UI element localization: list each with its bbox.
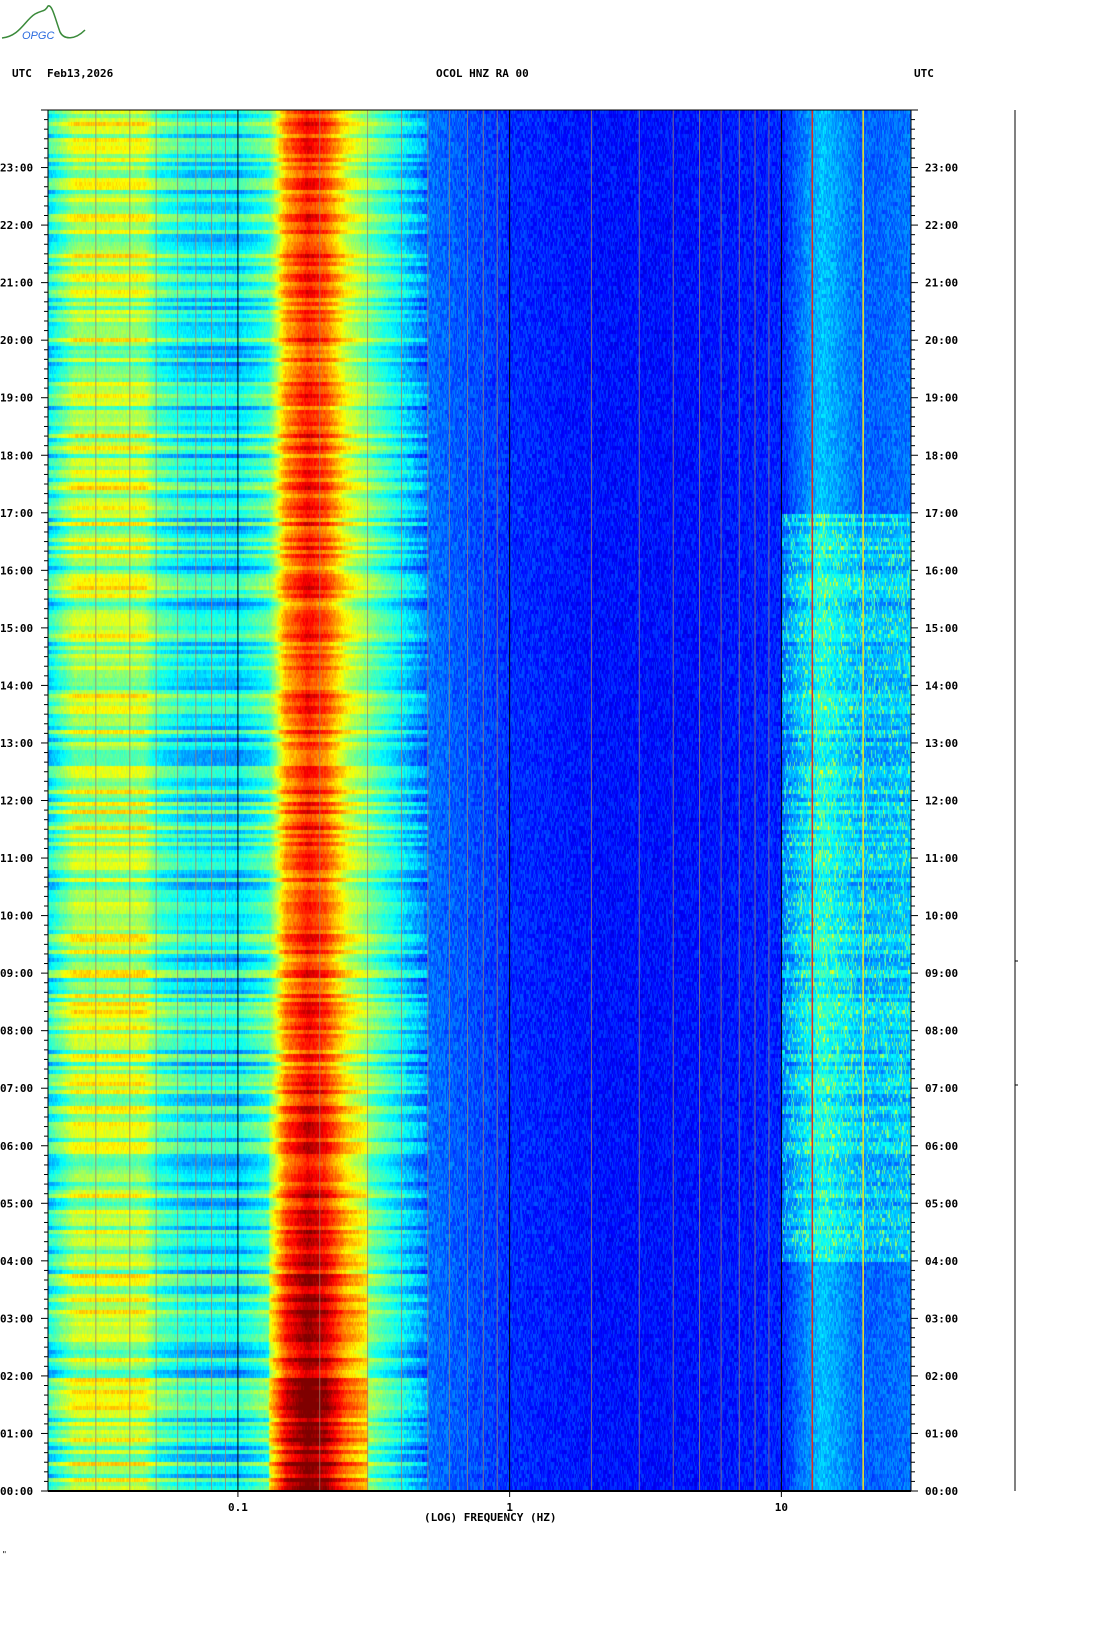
y-tick-label-right: 20:00 [925,334,958,347]
y-tick-label-right: 09:00 [925,967,958,980]
y-tick-label-right: 17:00 [925,507,958,520]
y-tick-label-left: 10:00 [0,910,33,923]
x-tick-label: 10 [775,1501,788,1514]
y-tick-label-right: 00:00 [925,1485,958,1498]
y-tick-label-left: 13:00 [0,737,33,750]
x-tick-label: 0.1 [228,1501,248,1514]
spectrogram-heatmap [48,110,911,1491]
y-tick-label-left: 02:00 [0,1370,33,1383]
y-tick-label-right: 02:00 [925,1370,958,1383]
y-tick-label-right: 12:00 [925,795,958,808]
y-tick-label-left: 17:00 [0,507,33,520]
y-tick-label-right: 18:00 [925,449,958,462]
y-tick-label-right: 07:00 [925,1082,958,1095]
y-tick-label-right: 16:00 [925,564,958,577]
y-tick-label-right: 13:00 [925,737,958,750]
y-tick-label-right: 11:00 [925,852,958,865]
y-tick-label-left: 23:00 [0,162,33,175]
y-tick-label-left: 03:00 [0,1312,33,1325]
y-tick-label-left: 18:00 [0,449,33,462]
y-tick-label-right: 14:00 [925,679,958,692]
y-tick-label-left: 01:00 [0,1427,33,1440]
y-tick-label-left: 12:00 [0,795,33,808]
y-tick-label-right: 04:00 [925,1255,958,1268]
y-tick-label-right: 22:00 [925,219,958,232]
opgc-logo: OPGC [1,5,86,42]
y-tick-label-right: 03:00 [925,1312,958,1325]
y-tick-label-left: 21:00 [0,277,33,290]
y-tick-label-right: 10:00 [925,910,958,923]
y-tick-label-right: 08:00 [925,1025,958,1038]
x-tick-label: 1 [506,1501,513,1514]
logo-text: OPGC [22,30,54,42]
y-tick-label-right: 06:00 [925,1140,958,1153]
y-tick-label-left: 19:00 [0,392,33,405]
y-tick-label-right: 15:00 [925,622,958,635]
y-tick-label-left: 15:00 [0,622,33,635]
y-tick-label-left: 09:00 [0,967,33,980]
timezone-right-label: UTC [914,67,934,80]
y-tick-label-left: 11:00 [0,852,33,865]
timezone-left-label: UTC [12,67,32,80]
y-tick-label-left: 20:00 [0,334,33,347]
y-tick-label-left: 16:00 [0,564,33,577]
y-tick-label-left: 05:00 [0,1197,33,1210]
y-tick-label-right: 23:00 [925,162,958,175]
y-tick-label-right: 05:00 [925,1197,958,1210]
y-tick-label-left: 04:00 [0,1255,33,1268]
y-tick-label-left: 07:00 [0,1082,33,1095]
y-tick-label-right: 01:00 [925,1427,958,1440]
station-label: OCOL HNZ RA 00 [436,67,529,80]
y-tick-label-left: 22:00 [0,219,33,232]
date-label: Feb13,2026 [47,67,114,80]
x-axis-label: (LOG) FREQUENCY (HZ) [424,1511,557,1524]
y-tick-label-left: 06:00 [0,1140,33,1153]
y-tick-label-right: 19:00 [925,392,958,405]
y-tick-label-left: 08:00 [0,1025,33,1038]
footer-mark: " [2,1550,7,1559]
y-tick-label-left: 00:00 [0,1485,33,1498]
y-tick-label-right: 21:00 [925,277,958,290]
y-tick-label-left: 14:00 [0,679,33,692]
